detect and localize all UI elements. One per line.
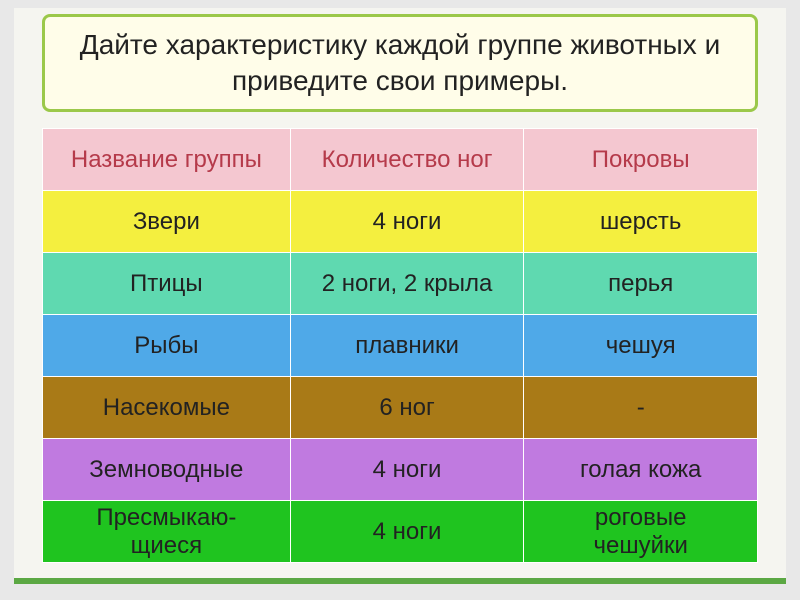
table-cell: Пресмыкаю-щиеся bbox=[43, 501, 291, 563]
table-cell: Звери bbox=[43, 191, 291, 253]
header-cell: Покровы bbox=[524, 129, 758, 191]
table-header-row: Название группы Количество ног Покровы bbox=[43, 129, 758, 191]
table-row: Насекомые 6 ног - bbox=[43, 377, 758, 439]
table-cell: 6 ног bbox=[290, 377, 524, 439]
table-row: Земноводные 4 ноги голая кожа bbox=[43, 439, 758, 501]
table-cell: 2 ноги, 2 крыла bbox=[290, 253, 524, 315]
table-cell: Насекомые bbox=[43, 377, 291, 439]
table-cell: 4 ноги bbox=[290, 439, 524, 501]
table-cell: Птицы bbox=[43, 253, 291, 315]
table-cell: роговыечешуйки bbox=[524, 501, 758, 563]
header-cell: Название группы bbox=[43, 129, 291, 191]
table-cell: - bbox=[524, 377, 758, 439]
table-cell: чешуя bbox=[524, 315, 758, 377]
slide: Дайте характеристику каждой группе живот… bbox=[14, 8, 786, 584]
table-cell: Земноводные bbox=[43, 439, 291, 501]
table-row: Звери 4 ноги шерсть bbox=[43, 191, 758, 253]
slide-title: Дайте характеристику каждой группе живот… bbox=[65, 27, 735, 100]
table-row: Рыбы плавники чешуя bbox=[43, 315, 758, 377]
table-cell: 4 ноги bbox=[290, 191, 524, 253]
table-cell: плавники bbox=[290, 315, 524, 377]
table-cell: 4 ноги bbox=[290, 501, 524, 563]
table-cell: перья bbox=[524, 253, 758, 315]
table-cell: голая кожа bbox=[524, 439, 758, 501]
table-row: Пресмыкаю-щиеся 4 ноги роговыечешуйки bbox=[43, 501, 758, 563]
header-cell: Количество ног bbox=[290, 129, 524, 191]
table-cell: шерсть bbox=[524, 191, 758, 253]
title-box: Дайте характеристику каждой группе живот… bbox=[42, 14, 758, 112]
table-row: Птицы 2 ноги, 2 крыла перья bbox=[43, 253, 758, 315]
animal-table: Название группы Количество ног Покровы З… bbox=[42, 128, 758, 563]
table-cell: Рыбы bbox=[43, 315, 291, 377]
